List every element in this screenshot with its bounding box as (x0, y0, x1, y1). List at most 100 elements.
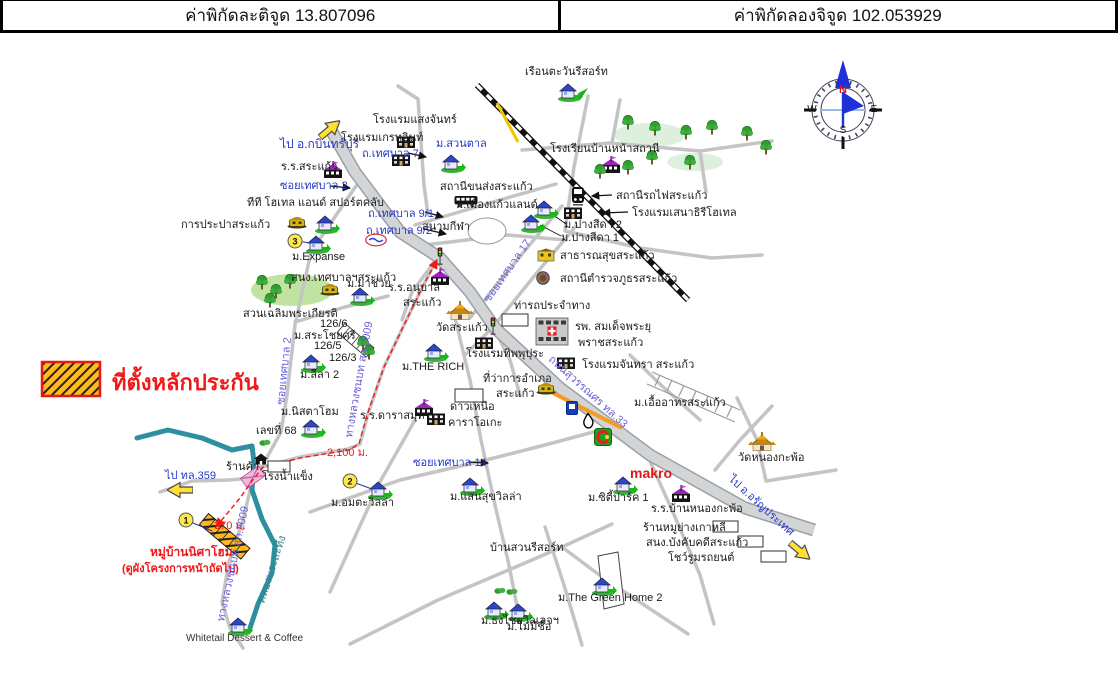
map-label: ร.ร.อนุบาล (388, 282, 440, 294)
numbered-marker (178, 512, 194, 528)
orange-road-segment (552, 391, 623, 430)
tree-icon (263, 292, 277, 308)
police-icon (536, 271, 550, 285)
map-label: ถ.เทศบาล 9/1 (368, 208, 434, 220)
map-label: โรงแรมเสนาธิรีโฮเทล (632, 205, 737, 219)
village-icon (349, 287, 375, 306)
main-highway (326, 127, 816, 535)
poi-box (454, 388, 484, 403)
map-label: (ดูผังโครงการหน้าถัดไป) (122, 561, 239, 576)
white-boxes-layer (267, 313, 787, 563)
tree-icon (759, 139, 773, 155)
labels-layer: ไป อ.กบินทร์บุรี โรงแรมแสงจันทร์โรงแรมเกร… (122, 65, 878, 644)
map-label: ร้านหมูย่างเกาหลี (643, 521, 726, 534)
village-icon (314, 215, 340, 234)
poi-box (267, 460, 291, 473)
makro-logo-label: makro (630, 465, 672, 481)
map-label: ม.ปางสีดา 1 (561, 231, 619, 244)
poi-box (760, 550, 787, 563)
yellow-road-segment (495, 102, 520, 143)
map-label: ม.ม่าช่วย (347, 278, 391, 290)
map-label: เลขที่ 68 (256, 422, 297, 437)
distance-2100m-label: 2,100 ม. (327, 447, 368, 459)
temple-icon (747, 432, 777, 451)
map-label: บ้านสวนรีสอร์ท (490, 541, 563, 554)
map-label: Whitetail Dessert & Coffee (186, 633, 304, 644)
housing-grid (646, 371, 741, 423)
tree-icon (621, 159, 635, 175)
map-label: สนง.บังคับคดีสระแก้ว (646, 536, 748, 549)
tree-icon (705, 119, 719, 135)
legend-swatch (40, 360, 102, 398)
gas-station-icon (566, 401, 578, 415)
map-label: ม.ธงไชยวิลเลจฯ (481, 614, 559, 627)
red-route (215, 258, 438, 528)
legend: ที่ตั้งหลักประกัน (40, 360, 259, 398)
map-label: คาราโอเกะ (448, 415, 502, 429)
stadium-oval (467, 217, 507, 245)
village-icon (533, 200, 559, 219)
map-label: รพ. สมเด็จพระยุ (575, 319, 651, 333)
govt-icon (287, 216, 307, 229)
map-label: โชว์รูมรถยนต์ (668, 550, 734, 564)
dest-hwy359-label: ไป ทล.359 (164, 469, 216, 482)
minor-roads (158, 84, 838, 650)
map-label: ถ.เทศบาล 9/2 (366, 225, 432, 237)
marker-number: 3 (292, 237, 297, 247)
map-label: สนง.เทศบาลฯสระแก้ว (291, 272, 396, 284)
numbered-marker (287, 233, 303, 249)
map-label: ร.ร.สระแก้ว (281, 161, 337, 173)
marker-number: 2 (347, 477, 352, 487)
dest-kabinburi-label: ไป อ.กบินทร์บุรี (279, 137, 360, 152)
store-logo-icon (594, 428, 612, 446)
map-label: ม.แสนสุขวิลล่า (450, 491, 522, 503)
coordinate-header: ค่าพิกัดละติจูด 13.807096 ค่าพิกัดลองจิจ… (0, 0, 1118, 33)
hotel-icon (564, 207, 582, 219)
map-label: ม.Expanse (292, 251, 345, 263)
subject-village-label: หมู่บ้านนิศาโฮม (150, 544, 233, 560)
property-strip (198, 512, 251, 560)
map-canvas: ที่ตั้งหลักประกัน 123 ไป อ.กบินทร์บุรีโร… (40, 60, 882, 650)
route-arrow-w-icon (167, 481, 193, 499)
map-label: สระแก้ว (496, 388, 534, 400)
markers-layer: 1 2 3 (178, 233, 373, 532)
map-label: ม.เมืองแก้วแลนด์ (456, 198, 538, 211)
compass-s: S (840, 125, 847, 136)
map-label: ที่ว่าการอำเภอ (483, 370, 552, 385)
poi-box (501, 313, 529, 327)
route-arrow-se-icon (784, 536, 816, 566)
village-icon (440, 154, 466, 173)
compass-w: W (807, 104, 817, 115)
map-label: ม.The Green Home 2 (558, 592, 662, 604)
map-label: ซอยเทศบาล 2 (280, 180, 348, 192)
tree-icon (593, 163, 607, 179)
map-label: วัดสระแก้ว (436, 322, 488, 334)
numbered-marker (342, 473, 358, 489)
map-label: ม.นิสตาโฮม (281, 404, 339, 418)
marker-number: 1 (183, 516, 188, 526)
map-label: สถานีรถไฟสระแก้ว (616, 189, 707, 202)
map-label: สระแก้ว (403, 297, 441, 309)
village-icon (300, 419, 326, 438)
map-label: ดาวเหนือ (450, 400, 495, 413)
map-label: สาธารณสุขสระแก้ว (560, 250, 655, 262)
map-label: ร้านค้า (226, 461, 259, 473)
map-label: 126/3 (329, 352, 357, 364)
poi-box (712, 520, 739, 533)
map-label: 126/6 (320, 318, 348, 330)
map-label: ม.อมตะวิลล่า (331, 497, 394, 509)
compass-e: E (871, 104, 878, 115)
map-label: ม.THE RICH (402, 361, 464, 373)
compass-rose (804, 60, 882, 149)
map-label: ทีที โฮเทล แอนด์ สปอร์ตคลับ (247, 195, 384, 209)
health-icon (537, 248, 555, 262)
map-label: ม.เอื้ออาทรสระแก้ว (634, 394, 726, 409)
latitude-cell: ค่าพิกัดละติจูด 13.807096 (3, 1, 561, 30)
map-label: ถ.เทศบาล 7 (362, 148, 419, 160)
village-icon (557, 83, 583, 102)
compass-n: N (839, 84, 847, 96)
map-label: ม.สวนตาล (436, 138, 487, 150)
map-label: ม.ไม่มีชื่อ (507, 618, 551, 633)
map-label: การประปาสระแก้ว (181, 219, 270, 231)
